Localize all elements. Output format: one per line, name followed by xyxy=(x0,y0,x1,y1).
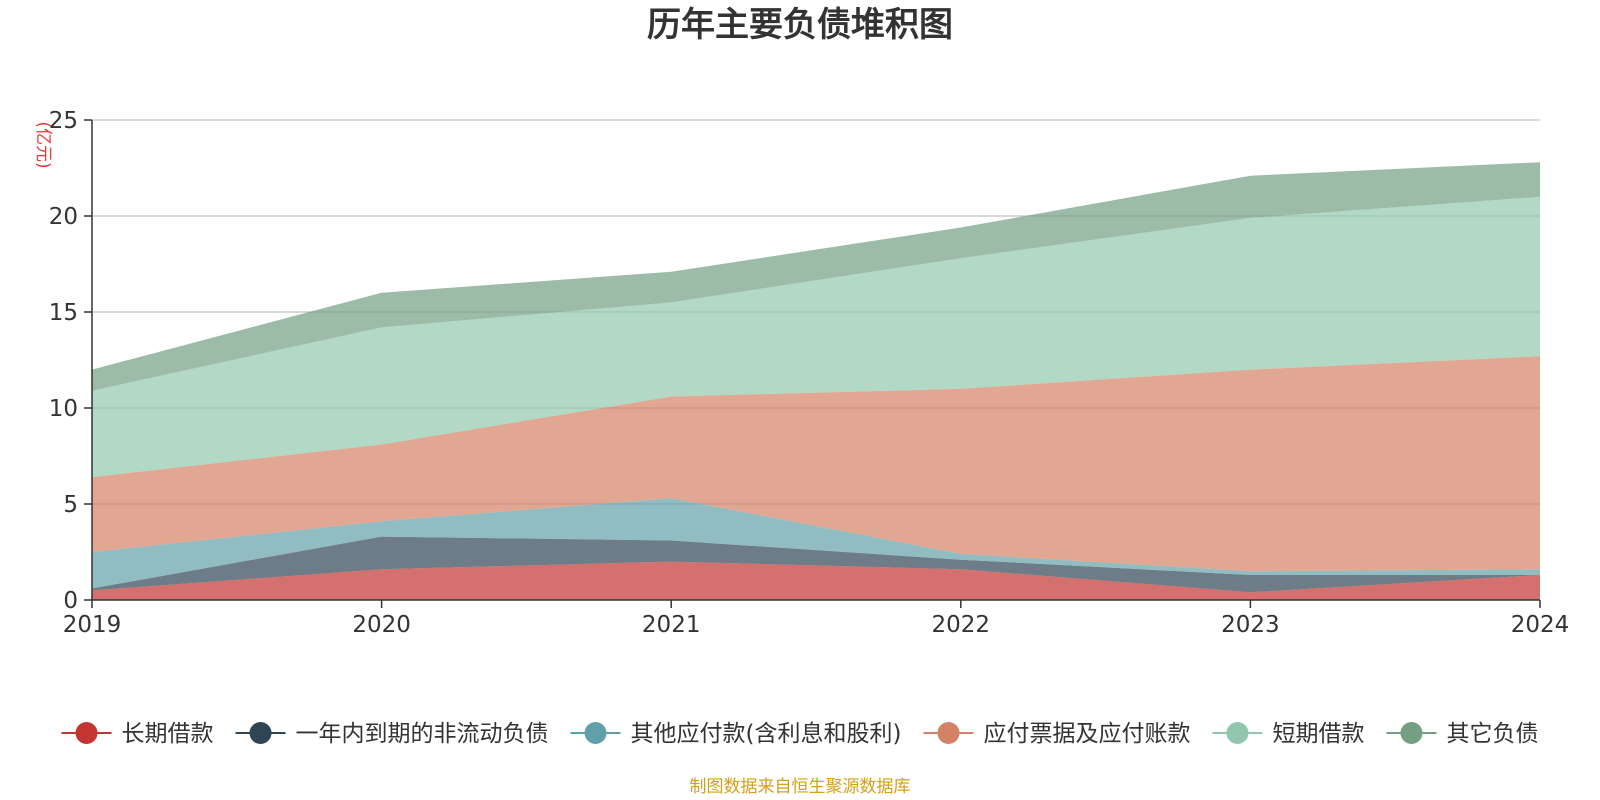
y-tick-label: 5 xyxy=(63,492,78,518)
legend-item-4[interactable]: 应付票据及应付账款 xyxy=(923,721,1190,747)
y-tick-label: 25 xyxy=(49,108,78,134)
legend-marker-icon xyxy=(75,722,98,744)
legend-item-5[interactable]: 短期借款 xyxy=(1212,721,1364,747)
legend-marker-icon xyxy=(249,722,272,744)
x-tick-label: 2021 xyxy=(642,612,701,638)
x-tick-label: 2023 xyxy=(1221,612,1280,638)
x-tick-label: 2024 xyxy=(1511,612,1570,638)
legend-item-3[interactable]: 其他应付款(含利息和股利) xyxy=(570,721,902,747)
area-series-5 xyxy=(92,196,1540,478)
legend-item-6[interactable]: 其它负债 xyxy=(1386,721,1538,747)
legend-label: 一年内到期的非流动负债 xyxy=(296,721,549,747)
area-series-3 xyxy=(92,498,1540,589)
y-tick-label: 10 xyxy=(49,396,78,422)
legend-marker-icon xyxy=(584,722,607,744)
legend-marker-icon xyxy=(1226,722,1249,744)
y-tick-label: 15 xyxy=(49,300,78,326)
x-tick-label: 2020 xyxy=(352,612,411,638)
legend-marker-icon xyxy=(1400,722,1423,744)
legend[interactable]: 长期借款 一年内到期的非流动负债 其他应付款(含利息和股利) 应付票据及应付账款 短期借… xyxy=(61,721,1539,747)
legend-item-2[interactable]: 一年内到期的非流动负债 xyxy=(235,721,549,747)
legend-label: 长期借款 xyxy=(122,721,214,747)
area-series-1 xyxy=(92,561,1540,600)
y-tick-label: 0 xyxy=(63,588,78,614)
legend-label: 应付票据及应付账款 xyxy=(983,721,1190,747)
area-series-6 xyxy=(92,162,1540,391)
chart-title: 历年主要负债堆积图 xyxy=(647,5,953,45)
legend-label: 短期借款 xyxy=(1272,721,1364,747)
axes: 0 5 10 15 20 25 2019 2020 2021 2022 2023 2024 xyxy=(49,108,1570,638)
legend-label: 其他应付款(含利息和股利) xyxy=(631,721,902,747)
legend-item-1[interactable]: 长期借款 xyxy=(61,721,214,747)
area-series-layer xyxy=(92,162,1540,600)
x-tick-label: 2022 xyxy=(932,612,991,638)
y-axis-unit: (亿元) xyxy=(33,121,53,168)
area-series-4 xyxy=(92,356,1540,572)
x-tick-label: 2019 xyxy=(63,612,122,638)
source-note: 制图数据来自恒生聚源数据库 xyxy=(690,777,911,797)
legend-marker-icon xyxy=(937,722,960,744)
legend-label: 其它负债 xyxy=(1446,721,1538,747)
area-series-2 xyxy=(92,536,1540,593)
y-tick-label: 20 xyxy=(49,204,78,230)
